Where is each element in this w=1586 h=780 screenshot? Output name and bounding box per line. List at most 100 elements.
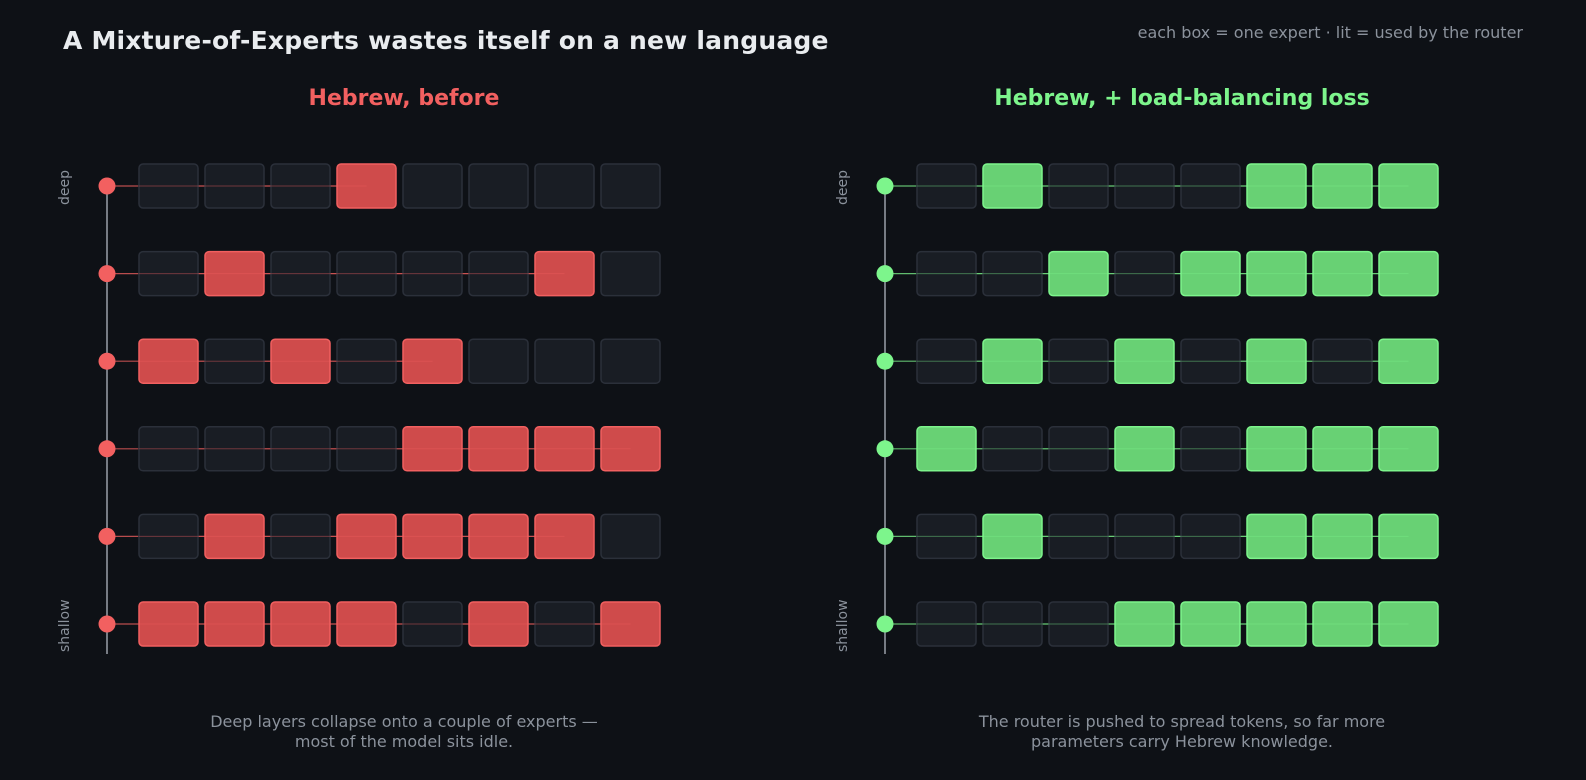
expert-box-active [1048, 250, 1109, 297]
expert-box-idle [138, 513, 199, 560]
expert-box-idle [916, 513, 977, 560]
router-dot [98, 440, 116, 458]
expert-box-idle [204, 338, 265, 384]
caption-line: most of the model sits idle. [294, 732, 514, 751]
expert-box-active [138, 601, 199, 647]
expert-box-idle [402, 163, 463, 209]
expert-box-idle [336, 338, 397, 384]
layer-row [876, 513, 1439, 560]
router-dot [876, 352, 894, 370]
expert-box-idle [138, 250, 199, 297]
expert-box-idle [402, 601, 463, 647]
expert-box-active [1180, 601, 1241, 647]
panel-title: Hebrew, before [308, 86, 500, 111]
expert-box-active [402, 426, 463, 472]
layer-row [98, 426, 661, 472]
expert-box-active [138, 338, 199, 384]
panel-before: Hebrew, before deep shallow Deep layers … [0, 0, 760, 780]
expert-box-idle [1114, 250, 1175, 297]
layer-row [98, 338, 661, 384]
expert-box-idle [204, 163, 265, 209]
expert-box-active [204, 601, 265, 647]
caption-line: The router is pushed to spread tokens, s… [978, 712, 1386, 731]
expert-box-idle [1312, 338, 1373, 384]
expert-box-active [1378, 426, 1439, 472]
layer-row [876, 250, 1439, 297]
router-dot [876, 527, 894, 545]
expert-box-idle [270, 513, 331, 560]
expert-box-active [982, 163, 1043, 209]
expert-box-active [204, 250, 265, 297]
expert-grid [98, 163, 661, 654]
expert-box-active [468, 601, 529, 647]
expert-box-active [468, 513, 529, 560]
expert-box-active [1312, 163, 1373, 209]
expert-box-active [1378, 250, 1439, 297]
expert-box-active [1312, 513, 1373, 560]
expert-box-active [534, 513, 595, 560]
expert-box-idle [468, 250, 529, 297]
expert-box-idle [138, 426, 199, 472]
expert-box-active [204, 513, 265, 560]
layer-row [98, 513, 661, 560]
caption-line: parameters carry Hebrew knowledge. [1030, 732, 1333, 751]
expert-box-idle [336, 250, 397, 297]
router-dot [876, 440, 894, 458]
expert-box-active [1246, 426, 1307, 472]
expert-box-idle [600, 513, 661, 560]
layer-row [876, 426, 1439, 472]
expert-box-active [982, 513, 1043, 560]
panel-after: Hebrew, + load-balancing loss deep shall… [778, 0, 1538, 780]
expert-box-active [336, 601, 397, 647]
expert-box-active [402, 338, 463, 384]
router-dot [98, 527, 116, 545]
expert-box-active [336, 513, 397, 560]
expert-box-active [1378, 163, 1439, 209]
router-dot [876, 265, 894, 283]
expert-box-active [1246, 338, 1307, 384]
expert-box-active [1246, 163, 1307, 209]
expert-box-idle [270, 426, 331, 472]
layer-row [876, 163, 1439, 209]
expert-box-active [1246, 513, 1307, 560]
expert-box-active [1114, 601, 1175, 647]
expert-box-idle [1048, 513, 1109, 560]
expert-box-idle [1180, 426, 1241, 472]
expert-box-idle [138, 163, 199, 209]
expert-box-active [1312, 250, 1373, 297]
expert-box-active [916, 426, 977, 472]
page-title: A Mixture-of-Experts wastes itself on a … [63, 26, 829, 55]
expert-box-idle [1048, 338, 1109, 384]
expert-box-idle [204, 426, 265, 472]
legend-note: each box = one expert · lit = used by th… [1137, 23, 1523, 42]
expert-box-active [1378, 513, 1439, 560]
expert-box-active [534, 250, 595, 297]
router-dot [876, 177, 894, 195]
expert-box-idle [600, 338, 661, 384]
expert-box-active [1246, 250, 1307, 297]
expert-box-active [270, 601, 331, 647]
expert-box-idle [1048, 163, 1109, 209]
expert-box-idle [468, 163, 529, 209]
expert-box-idle [1114, 163, 1175, 209]
expert-box-active [1378, 601, 1439, 647]
expert-box-idle [916, 338, 977, 384]
panel-caption: The router is pushed to spread tokens, s… [932, 712, 1432, 752]
expert-box-active [1180, 250, 1241, 297]
expert-box-idle [982, 426, 1043, 472]
expert-box-idle [916, 601, 977, 647]
router-dot [98, 177, 116, 195]
router-dot [98, 615, 116, 633]
layer-row [98, 250, 661, 297]
expert-box-idle [1180, 163, 1241, 209]
expert-grid [876, 163, 1439, 654]
expert-box-idle [270, 250, 331, 297]
router-dot [98, 265, 116, 283]
expert-box-active [336, 163, 397, 209]
layer-row [876, 601, 1439, 647]
layer-row [876, 338, 1439, 384]
expert-box-active [1312, 426, 1373, 472]
expert-box-active [982, 338, 1043, 384]
router-dot [98, 352, 116, 370]
expert-box-idle [916, 163, 977, 209]
